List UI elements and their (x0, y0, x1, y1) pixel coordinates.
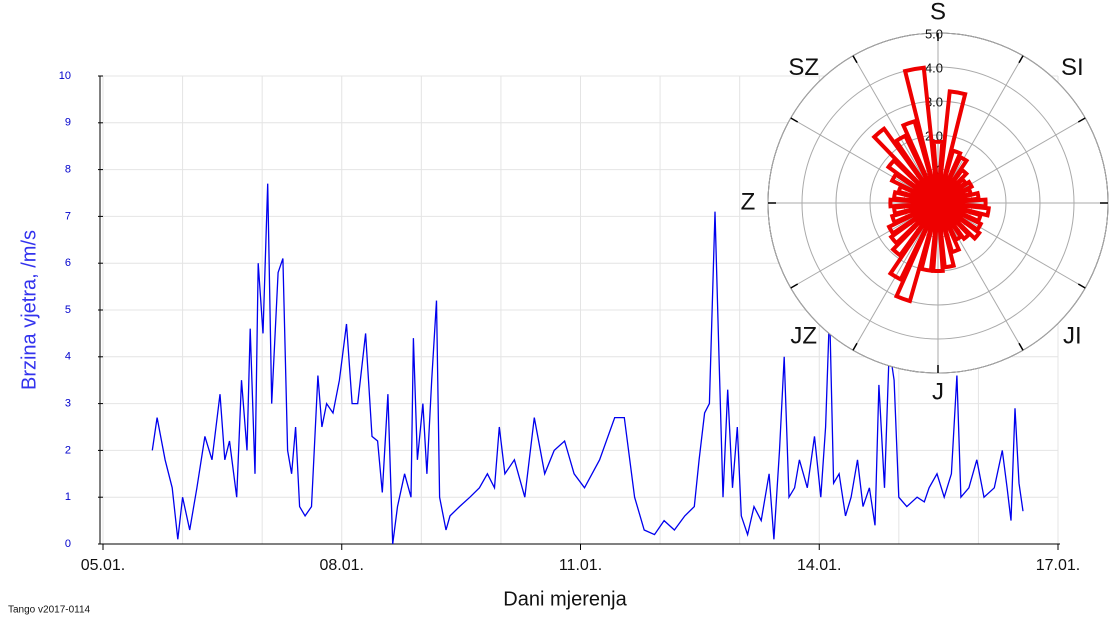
direction-label: JI (1063, 323, 1082, 350)
rose-bar (936, 202, 957, 270)
rose-bar (937, 201, 991, 218)
spoke-tick (1018, 342, 1024, 351)
rose-bar (936, 179, 975, 205)
x-tick-label: 08.01. (320, 557, 364, 574)
y-tick-label: 1 (65, 491, 71, 503)
rose-bar (889, 201, 939, 226)
y-tick-label: 8 (65, 164, 71, 176)
y-tick-label: 6 (65, 257, 71, 269)
direction-label: SI (1061, 54, 1084, 81)
y-tick-label: 9 (65, 117, 71, 129)
x-tick-label: 14.01. (797, 557, 841, 574)
footer: Tango v2017-0114 (8, 605, 91, 616)
rose-bar (936, 154, 970, 205)
rose-bar (886, 201, 940, 237)
rose-bar (871, 125, 940, 205)
direction-label: SZ (788, 54, 819, 81)
rose-bar (931, 202, 945, 273)
rose-bar (888, 201, 940, 246)
spoke-tick (852, 55, 858, 64)
rose-bar (885, 157, 940, 205)
spoke-tick (852, 342, 858, 351)
rose-bar (891, 189, 939, 205)
spoke-tick (1077, 117, 1086, 123)
y-tick-label: 4 (65, 351, 71, 363)
x-tick-label: 11.01. (559, 557, 602, 574)
spoke-tick (1018, 55, 1024, 64)
rose-bar (936, 89, 968, 204)
y-axis-label: Brzina vjetra, /m/s (18, 230, 40, 390)
y-tick-label: 7 (65, 210, 71, 222)
spoke-tick (790, 117, 799, 123)
rose-bar (936, 201, 983, 242)
rose-bar (890, 201, 940, 259)
rose-bar (936, 148, 963, 204)
spoke-tick (1077, 283, 1086, 289)
y-tick-label: 5 (65, 304, 71, 316)
rose-bar (919, 202, 940, 273)
rose-bar (936, 167, 970, 205)
spoke-tick (790, 283, 799, 289)
line-series (151, 183, 1024, 545)
direction-label: Z (741, 188, 756, 215)
y-tick-label: 2 (65, 444, 71, 456)
direction-label: J (932, 378, 944, 405)
rose-bar (902, 65, 940, 204)
rose-bar (888, 197, 939, 209)
rose-bar (936, 201, 972, 242)
rose-bar (893, 202, 940, 304)
y-tick-label: 3 (65, 398, 71, 410)
r-tick-label: 5.0 (925, 26, 943, 41)
x-tick-label: 05.01. (81, 557, 125, 574)
direction-label: S (930, 0, 946, 25)
rose-bar (900, 118, 940, 204)
rose-bar (893, 133, 940, 205)
y-tick-label: 0 (65, 538, 71, 550)
x-tick-label: 17.01. (1036, 557, 1080, 574)
direction-label: JZ (790, 323, 817, 350)
rose-bar (931, 139, 945, 204)
r-tick-label: 4.0 (925, 60, 943, 75)
y-tick-label: 10 (59, 70, 71, 82)
x-axis-label: Dani mjerenja (503, 588, 627, 610)
rose-bar (887, 201, 940, 283)
